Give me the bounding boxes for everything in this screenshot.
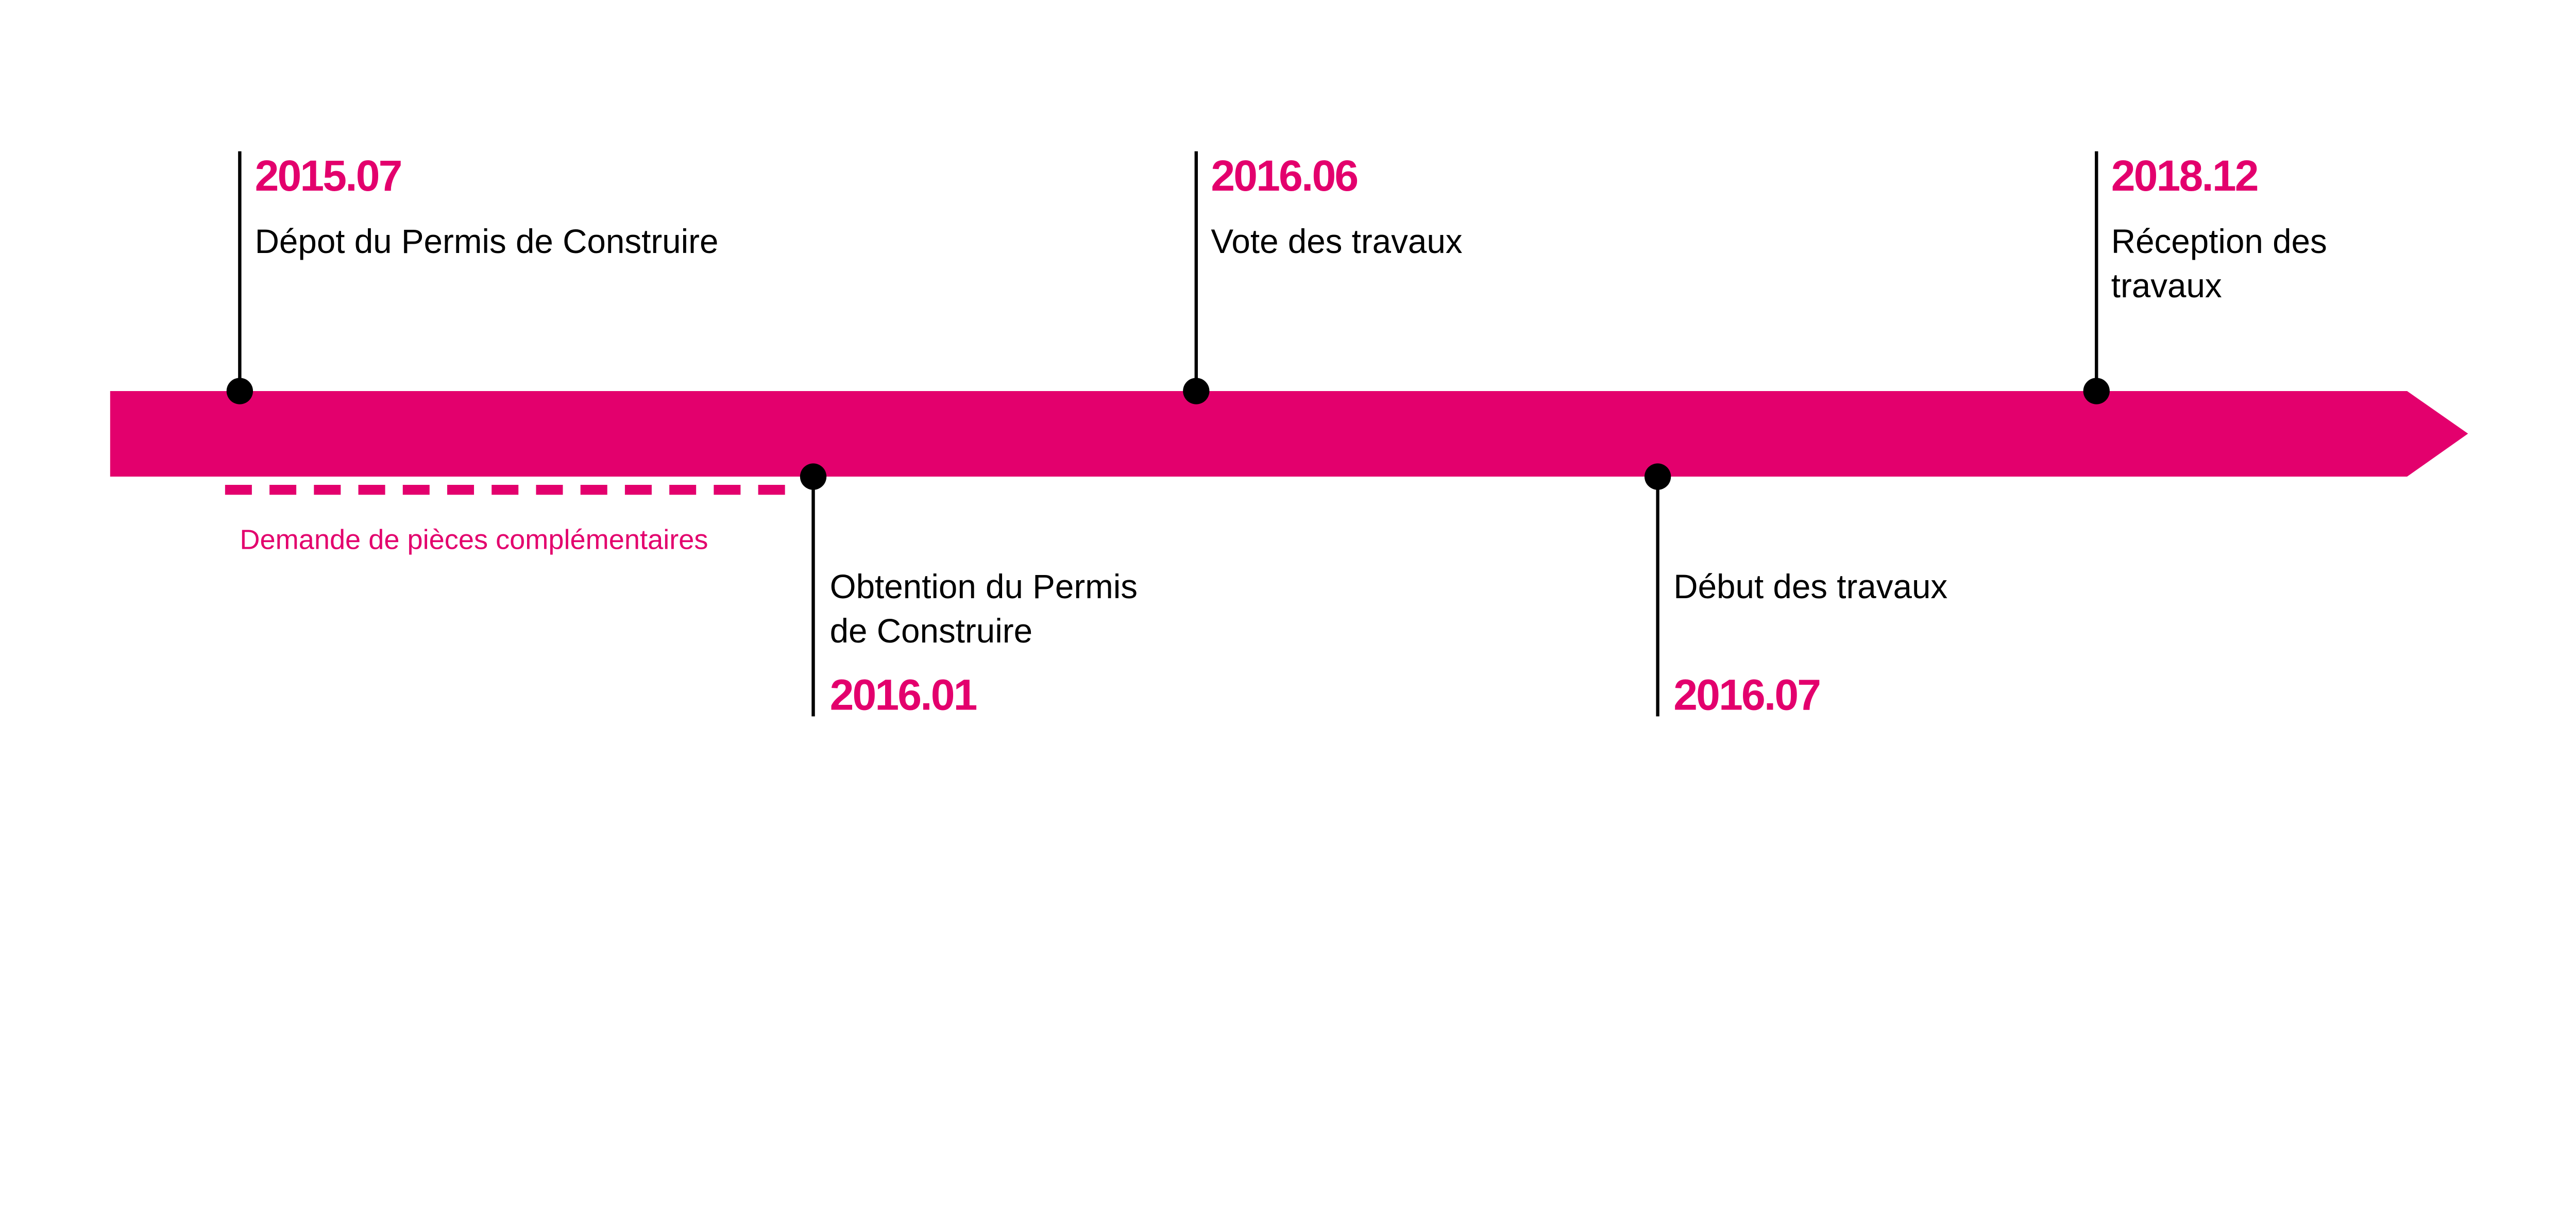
milestone-label: travaux: [2111, 267, 2222, 305]
milestone-label: Vote des travaux: [1211, 223, 1462, 260]
milestone-label: Obtention du Permis: [830, 568, 1138, 605]
period-note-label: Demande de pièces complémentaires: [240, 524, 708, 555]
milestone-dot: [1644, 463, 1671, 490]
milestone-2018-12: 2018.12 Réception des travaux: [2083, 151, 2327, 404]
milestone-label: Début des travaux: [1673, 568, 1947, 605]
milestone-label: Dépot du Permis de Construire: [255, 223, 719, 260]
milestone-date: 2016.01: [830, 671, 977, 719]
milestone-label: Réception des: [2111, 223, 2327, 260]
milestone-date: 2016.06: [1211, 151, 1357, 200]
milestone-dot: [800, 463, 827, 490]
milestone-2016-07: Début des travaux 2016.07: [1644, 463, 1947, 719]
timeline-arrow: [110, 391, 2468, 477]
milestone-date: 2015.07: [255, 151, 401, 200]
milestone-2016-01: Obtention du Permis de Construire 2016.0…: [800, 463, 1138, 719]
milestone-dot: [226, 378, 253, 404]
milestone-label: de Construire: [830, 612, 1032, 650]
milestone-dot: [2083, 378, 2110, 404]
timeline-diagram: Demande de pièces complémentaires 2015.0…: [110, 151, 2468, 719]
milestone-date: 2016.07: [1673, 671, 1820, 719]
milestone-2016-06: 2016.06 Vote des travaux: [1183, 151, 1463, 404]
milestone-date: 2018.12: [2111, 151, 2258, 200]
milestone-2015-07: 2015.07 Dépot du Permis de Construire: [226, 151, 719, 404]
milestone-dot: [1183, 378, 1210, 404]
